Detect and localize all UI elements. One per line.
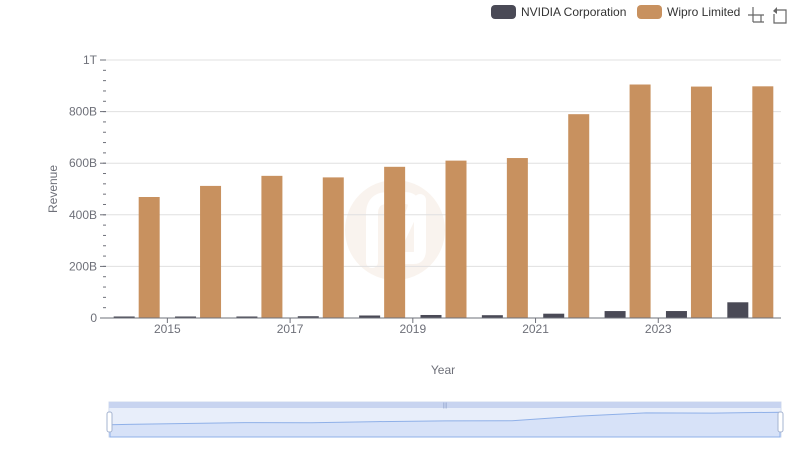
y-tick-label: 0 — [90, 311, 97, 325]
x-tick-label: 2021 — [522, 322, 549, 336]
bar-nvidia-corporation[interactable] — [727, 302, 749, 318]
y-minor-ticks — [103, 59, 106, 319]
bar-nvidia-corporation[interactable] — [604, 311, 626, 318]
bar-nvidia-corporation[interactable] — [359, 315, 381, 318]
legend-swatch — [491, 5, 516, 19]
y-tick-label: 1T — [83, 53, 98, 67]
bar-nvidia-corporation[interactable] — [665, 311, 687, 318]
bar-wipro-limited[interactable] — [384, 166, 406, 318]
bar-wipro-limited[interactable] — [568, 114, 590, 319]
y-axis: 0 200B 400B 600B 800B 1T — [69, 53, 106, 325]
bar-wipro-limited[interactable] — [200, 185, 222, 318]
y-tick-label: 800B — [69, 105, 97, 119]
bar-nvidia-corporation[interactable] — [236, 316, 258, 319]
data-zoom-grip-icon[interactable]: ||| — [443, 403, 448, 409]
zoom-icon[interactable] — [748, 7, 764, 23]
bar-wipro-limited[interactable] — [445, 160, 467, 318]
y-axis-title: Revenue — [46, 165, 60, 213]
y-tick-label: 600B — [69, 156, 97, 170]
x-tick-label: 2023 — [645, 322, 672, 336]
bar-nvidia-corporation[interactable] — [113, 316, 135, 319]
x-tick-label: 2017 — [277, 322, 304, 336]
x-axis-title: Year — [431, 363, 455, 377]
data-zoom-slider[interactable]: ||| — [106, 401, 784, 438]
bar-wipro-limited[interactable] — [752, 86, 774, 318]
bar-wipro-limited[interactable] — [690, 86, 712, 318]
y-tick-label: 400B — [69, 208, 97, 222]
y-tick-label: 200B — [69, 259, 97, 273]
bar-wipro-limited[interactable] — [261, 175, 283, 318]
bar-wipro-limited[interactable] — [138, 196, 160, 318]
bar-wipro-limited[interactable] — [629, 84, 651, 318]
x-tick-label: 2019 — [399, 322, 426, 336]
legend[interactable]: NVIDIA Corporation Wipro Limited — [491, 5, 740, 19]
x-tick-label: 2015 — [154, 322, 181, 336]
data-zoom-top-bar[interactable] — [109, 402, 781, 408]
bar-wipro-limited[interactable] — [506, 158, 528, 318]
data-zoom-handle-left[interactable] — [106, 411, 113, 433]
bar-nvidia-corporation[interactable] — [420, 314, 442, 318]
legend-swatch — [637, 5, 662, 19]
bar-wipro-limited[interactable] — [322, 177, 344, 318]
bar-nvidia-corporation[interactable] — [481, 315, 503, 318]
x-axis: 2015 2017 2019 2021 2023 — [106, 317, 781, 336]
legend-label: Wipro Limited — [667, 5, 740, 19]
legend-label: NVIDIA Corporation — [521, 5, 626, 19]
bar-nvidia-corporation[interactable] — [543, 313, 565, 318]
bar-nvidia-corporation[interactable] — [297, 316, 319, 318]
bars — [113, 84, 774, 319]
legend-item-wipro-limited[interactable]: Wipro Limited — [637, 5, 740, 19]
legend-item-nvidia-corporation[interactable]: NVIDIA Corporation — [491, 5, 626, 19]
restore-icon[interactable] — [773, 7, 787, 24]
bar-nvidia-corporation[interactable] — [175, 316, 197, 319]
data-zoom-handle-right[interactable] — [777, 411, 784, 433]
data-zoom-preview-line — [109, 411, 781, 438]
